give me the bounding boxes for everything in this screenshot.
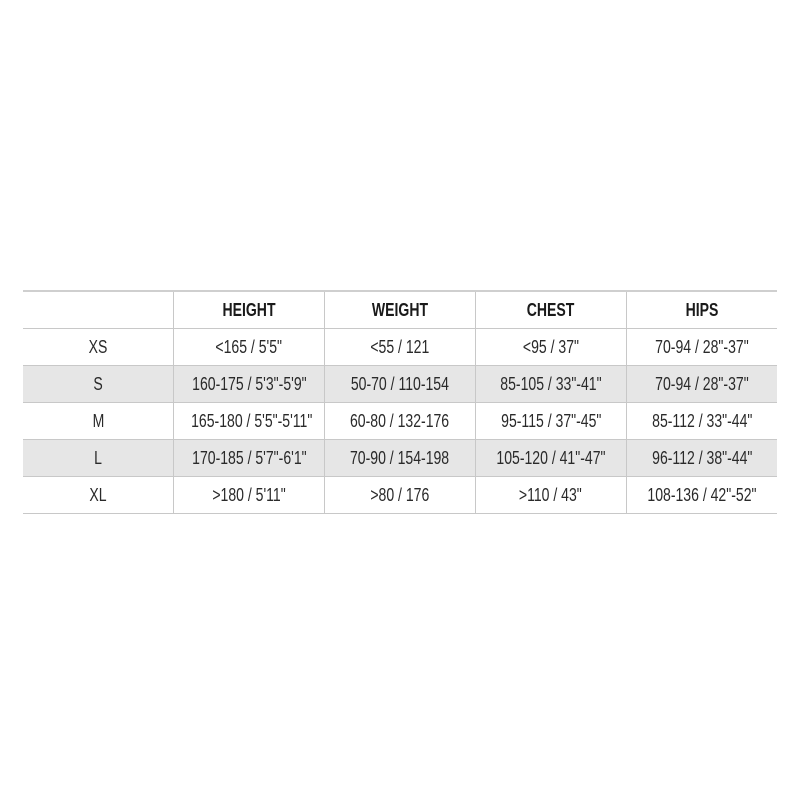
cell-hips: 85-112 / 33"-44" <box>625 402 777 440</box>
header-weight: WEIGHT <box>324 290 476 329</box>
cell-size: XL <box>23 476 174 514</box>
cell-height: 165-180 / 5'5"-5'11" <box>173 402 325 440</box>
cell-weight: >80 / 176 <box>324 476 476 514</box>
cell-chest: 95-115 / 37"-45" <box>474 402 627 440</box>
cell-hips: 70-94 / 28"-37" <box>625 328 777 366</box>
cell-height: 170-185 / 5'7"-6'1" <box>173 439 325 477</box>
cell-size: S <box>23 365 174 403</box>
table-row: XL >180 / 5'11" >80 / 176 >110 / 43" 108-136… <box>23 476 777 514</box>
table-row: XS <165 / 5'5" <55 / 121 <95 / 37" 70-94 / 2… <box>23 328 777 366</box>
header-height: HEIGHT <box>173 290 325 329</box>
table-row: M 165-180 / 5'5"-5'11" 60-80 / 132-176 95-1… <box>23 402 777 440</box>
cell-hips: 96-112 / 38"-44" <box>625 439 777 477</box>
table-row: L 170-185 / 5'7"-6'1" 70-90 / 154-198 105-1… <box>23 439 777 477</box>
table-row: S 160-175 / 5'3"-5'9" 50-70 / 110-154 85-10… <box>23 365 777 403</box>
size-chart-table: HEIGHT WEIGHT CHEST HIPS XS <165 / 5'5" <5… <box>23 290 777 514</box>
cell-height: >180 / 5'11" <box>173 476 325 514</box>
cell-weight: <55 / 121 <box>324 328 476 366</box>
cell-chest: 105-120 / 41"-47" <box>474 439 627 477</box>
cell-height: <165 / 5'5" <box>173 328 325 366</box>
cell-size: M <box>23 402 174 440</box>
header-row: HEIGHT WEIGHT CHEST HIPS <box>23 290 777 329</box>
header-chest: CHEST <box>474 290 627 329</box>
cell-size: L <box>23 439 174 477</box>
cell-height: 160-175 / 5'3"-5'9" <box>173 365 325 403</box>
cell-weight: 60-80 / 132-176 <box>324 402 476 440</box>
cell-size: XS <box>23 328 174 366</box>
header-size <box>23 290 174 329</box>
cell-hips: 70-94 / 28"-37" <box>625 365 777 403</box>
cell-chest: <95 / 37" <box>474 328 627 366</box>
cell-chest: 85-105 / 33"-41" <box>474 365 627 403</box>
cell-weight: 70-90 / 154-198 <box>324 439 476 477</box>
cell-hips: 108-136 / 42"-52" <box>625 476 777 514</box>
header-hips: HIPS <box>625 290 777 329</box>
cell-chest: >110 / 43" <box>474 476 627 514</box>
cell-weight: 50-70 / 110-154 <box>324 365 476 403</box>
